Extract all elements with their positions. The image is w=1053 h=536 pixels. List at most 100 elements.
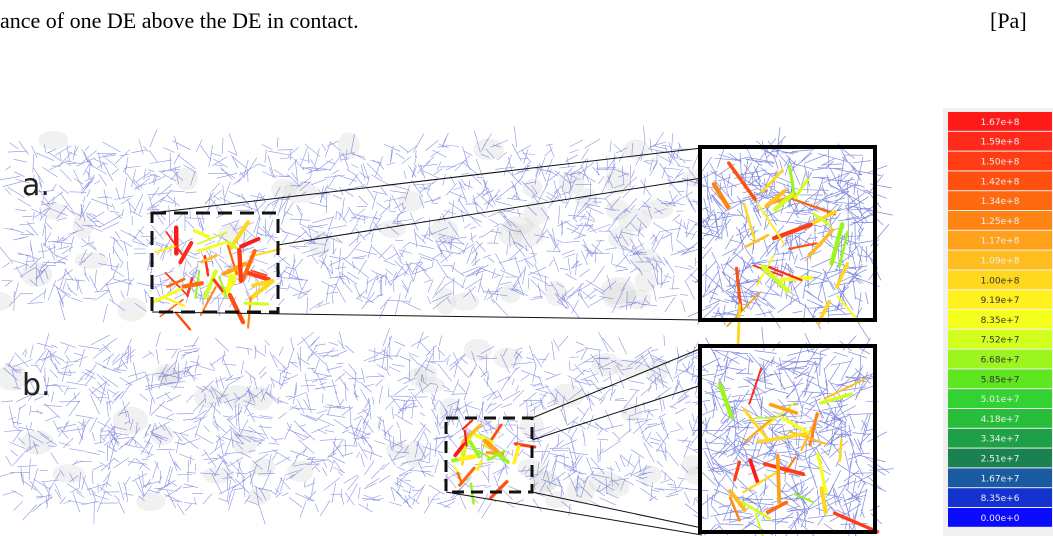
force-chain (199, 286, 217, 316)
colorbar-label: 1.59e+8 (981, 138, 1020, 148)
connector (531, 491, 703, 529)
colorbar-swatch (948, 310, 1052, 329)
force-chain (838, 230, 850, 268)
colorbar-label: 3.34e+7 (981, 435, 1020, 445)
force-chain (742, 470, 780, 494)
connector (277, 177, 703, 246)
particle (217, 223, 248, 243)
particle (642, 199, 674, 219)
connector (445, 491, 703, 536)
force-chain (489, 423, 503, 442)
force-chain (226, 273, 233, 294)
particle (435, 287, 457, 315)
particle (450, 292, 480, 311)
force-chain (762, 401, 796, 429)
colorbar-label: 1.67e+7 (981, 474, 1020, 484)
colorbar-label: 6.68e+7 (981, 356, 1020, 366)
force-chain (228, 220, 251, 251)
force-chain (241, 248, 257, 282)
force-chain (728, 488, 747, 512)
connector (151, 311, 703, 321)
colorbar-swatch (948, 290, 1052, 309)
particle (117, 297, 147, 322)
force-chain (711, 181, 731, 210)
colorbar-swatch (948, 151, 1052, 171)
particle (513, 223, 545, 247)
colorbar-swatch (948, 389, 1052, 408)
particle (415, 376, 446, 393)
particle (413, 364, 438, 384)
colorbar-label: 8.35e+6 (981, 494, 1020, 504)
particle (605, 478, 630, 497)
force-chain (200, 254, 218, 264)
force-chain (835, 262, 850, 289)
particle (517, 458, 544, 478)
panel-label: a. (22, 168, 50, 203)
colorbar-label: 1.42e+8 (981, 177, 1020, 187)
particle (681, 455, 703, 476)
particle (271, 179, 297, 201)
colorbar-swatch (948, 171, 1052, 191)
force-chain (740, 500, 772, 520)
force-chain (237, 247, 244, 284)
particle (545, 280, 568, 307)
force-chain (181, 281, 205, 289)
particle (529, 470, 557, 494)
particle (523, 201, 548, 226)
force-chain (838, 438, 843, 462)
colorbar-label: 1.50e+8 (981, 158, 1020, 168)
force-chain (773, 192, 795, 212)
particle (158, 366, 180, 387)
colorbar-swatch (948, 428, 1052, 448)
particle (202, 466, 235, 484)
force-chain (819, 486, 828, 515)
colorbar-swatch (948, 488, 1052, 507)
force-chain (197, 240, 228, 253)
force-chain (476, 459, 483, 471)
force-chain (463, 429, 468, 447)
force-chain (202, 269, 218, 300)
colorbar-label: 0.00e+0 (981, 514, 1020, 524)
force-chain (734, 266, 743, 311)
colorbar-label: 9.19e+7 (981, 296, 1020, 306)
colorbar-label: 1.34e+8 (981, 197, 1020, 207)
force-chain (745, 233, 770, 248)
inset-network (680, 127, 893, 341)
force-chain (756, 202, 785, 245)
force-chain (212, 278, 225, 293)
particle (398, 191, 424, 212)
colorbar-swatch (948, 448, 1052, 468)
force-chain (248, 278, 275, 301)
particle (231, 429, 258, 456)
particle (519, 413, 545, 439)
colorbar-label: 7.52e+7 (981, 336, 1020, 346)
force-chain (742, 408, 768, 440)
force-chain (243, 301, 270, 306)
colorbar-swatch (948, 409, 1052, 428)
force-chain (760, 264, 791, 294)
colorbar-swatch (948, 211, 1052, 230)
force-chain (166, 277, 186, 288)
particle (136, 492, 166, 512)
inset-frame (698, 344, 877, 534)
force-chain (832, 511, 880, 534)
colorbar-swatch (948, 131, 1052, 151)
force-chain (757, 432, 807, 444)
force-chain (218, 275, 228, 299)
colorbar-label: 1.09e+8 (981, 257, 1020, 267)
particle (287, 460, 314, 483)
connector (151, 147, 703, 214)
force-chain (764, 188, 787, 209)
contact-network (0, 125, 709, 323)
force-chain (154, 244, 178, 254)
caption-unit: [Pa] (990, 8, 1027, 33)
force-chain (178, 240, 194, 265)
particle (645, 358, 668, 384)
particle (21, 430, 54, 455)
zoom-box (444, 416, 534, 494)
particle (379, 219, 406, 239)
force-chain (768, 402, 799, 415)
force-chain (456, 472, 464, 485)
